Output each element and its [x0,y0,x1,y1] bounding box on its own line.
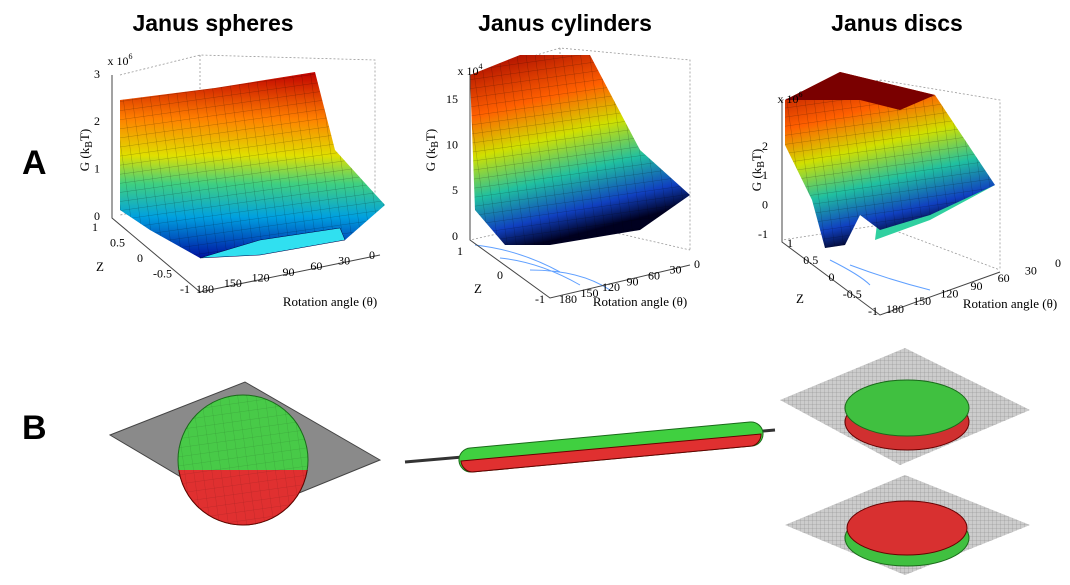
contour [474,244,611,291]
column-title: Janus discs [831,10,963,36]
scale-exponent: 4 [479,62,483,71]
g-tick-label: 2 [762,139,768,153]
y-axis-label: G (kBT) [749,149,767,191]
g-tick-label: 1 [762,168,768,182]
scale-base: x 10 [108,54,129,68]
g-tick-label: -1 [758,227,768,241]
z-tick-label: 1 [787,236,793,250]
g-tick-label: 3 [94,67,100,81]
z-tick-label: -1 [180,282,190,296]
scale-base: x 10 [458,64,479,78]
x-axis-label: Rotation angle (θ) [963,296,1057,311]
sphere-model [108,381,382,526]
z-tick-label: 1 [457,244,463,258]
cylinder-model [404,421,776,473]
angle-tick-label: 120 [940,286,958,300]
z-tick-label: -1 [868,304,878,318]
z-tick-label: 0 [829,270,835,284]
angle-tick-label: 60 [648,268,660,282]
y-label-end: T) [77,129,92,141]
angle-tick-label: 90 [627,274,639,288]
angle-tick-label: 120 [602,280,620,294]
surface-plot [111,54,385,293]
angle-tick-label: 180 [559,292,577,306]
z-tick-label: -0.5 [153,266,172,280]
z-tick-label: 0.5 [110,235,125,249]
angle-tick-label: 30 [670,263,682,277]
angle-tick-label: 120 [252,270,270,284]
z-axis-label: Z [474,281,482,296]
angle-tick-label: 90 [283,265,295,279]
z-tick-label: -0.5 [843,287,862,301]
g-tick-label: 5 [452,183,458,197]
axis [781,100,1001,316]
x-axis-label: Rotation angle (θ) [593,294,687,309]
z-tick-label: -1 [535,292,545,306]
y-label-main: G (k [423,147,438,171]
disc-top [844,379,970,437]
g-tick-label: 10 [446,137,458,151]
surface-edge [199,227,346,259]
angle-tick-label: 150 [581,286,599,300]
angle-tick-label: 180 [886,302,904,316]
g-tick-label: 1 [94,161,100,175]
scale-label: x 106 [778,90,803,106]
angle-tick-label: 180 [196,282,214,296]
angle-tick-label: 60 [310,259,322,273]
y-label-sub: B [756,161,767,168]
y-label-end: T) [423,129,438,141]
z-tick-label: 0.5 [803,253,818,267]
surface-mesh [120,72,385,258]
y-label-end: T) [749,149,764,161]
z-axis-label: Z [96,259,104,274]
surface-plot [781,72,1001,316]
x-axis-label: Rotation angle (θ) [283,294,377,309]
z-tick-label: 0 [497,268,503,282]
g-tick-label: 0 [762,197,768,211]
angle-tick-label: 30 [338,253,350,267]
column-title: Janus spheres [132,10,293,36]
scale-label: x 106 [108,52,133,68]
surface-mesh [470,55,690,245]
z-tick-label: 0 [137,251,143,265]
row-label: B [22,409,47,447]
y-label-sub: B [84,141,95,148]
disc-model [780,348,1030,575]
contour [829,259,931,291]
surface-plot [469,47,691,299]
scale-label: x 104 [458,62,483,78]
g-tick-label: 0 [452,229,458,243]
g-tick-label: 2 [94,114,100,128]
angle-tick-label: 60 [998,271,1010,285]
scale-exponent: 6 [129,52,133,61]
y-axis-label: G (kBT) [77,129,95,171]
angle-tick-label: 0 [1055,256,1061,270]
angle-tick-label: 150 [913,294,931,308]
disc-face [846,500,968,556]
z-tick-label: 1 [92,220,98,234]
z-axis-label: Z [796,291,804,306]
angle-tick-label: 0 [369,248,375,262]
y-label-main: G (k [749,167,764,191]
sphere-mesh [178,395,308,525]
scale-base: x 10 [778,92,799,106]
angle-tick-label: 150 [224,276,242,290]
axis [111,75,381,293]
y-label-sub: B [430,141,441,148]
cylinder-bottom [460,433,762,473]
y-axis-label: G (kBT) [423,129,441,171]
angle-tick-label: 30 [1025,263,1037,277]
angle-tick-label: 0 [694,257,700,271]
surface-top [785,72,935,110]
g-tick-label: 0 [94,209,100,223]
y-label-main: G (k [77,147,92,171]
column-title: Janus cylinders [478,10,652,36]
g-tick-label: 15 [446,92,458,106]
scale-exponent: 6 [799,90,803,99]
angle-tick-label: 90 [971,279,983,293]
axis [469,75,691,299]
surface-mesh [785,72,995,248]
row-label: A [22,144,47,182]
